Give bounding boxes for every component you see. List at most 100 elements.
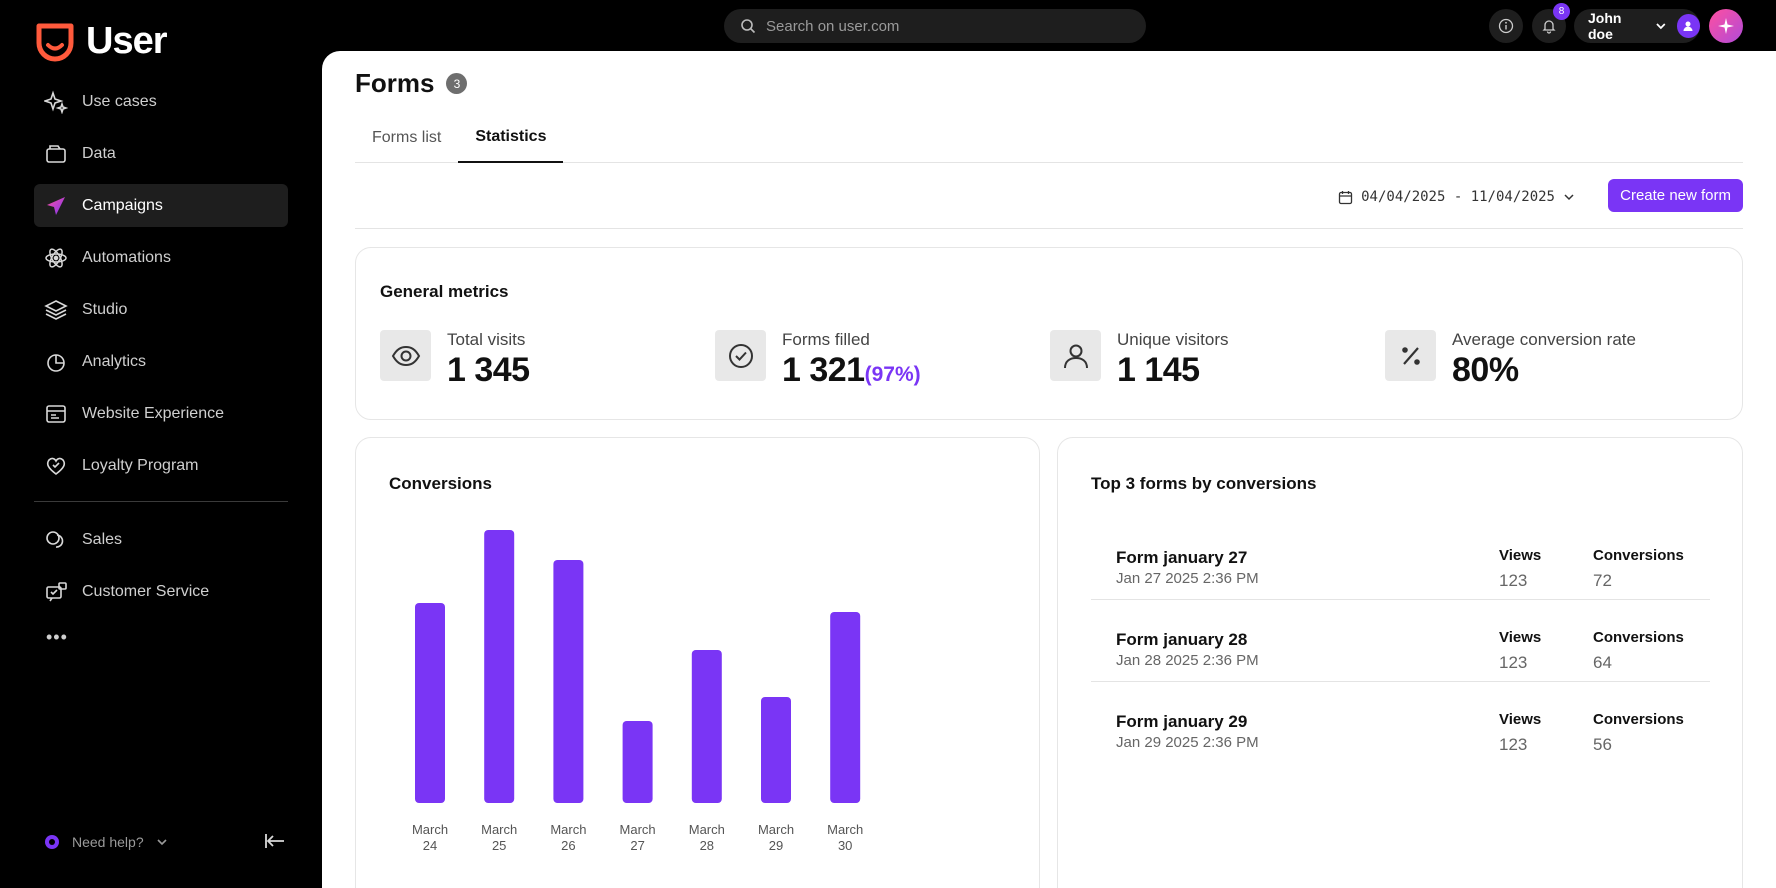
general-metrics-card: General metrics Total visits 1 345 [355,247,1743,420]
views-value: 123 [1499,735,1528,754]
conversions-label: Conversions [1593,629,1684,646]
list-item[interactable]: Form january 28 Jan 28 2025 2:36 PM View… [1091,600,1710,682]
conversions-title: Conversions [389,474,492,493]
form-date: Jan 28 2025 2:36 PM [1116,652,1259,669]
chevron-down-icon [1656,23,1666,30]
sidebar-item-automations[interactable]: Automations [34,236,288,279]
pie-chart-icon [44,350,68,374]
chart-bar[interactable] [830,612,861,803]
more-menu-button[interactable]: ••• [46,626,68,647]
list-item[interactable]: Form january 29 Jan 29 2025 2:36 PM View… [1091,682,1710,764]
views-value: 123 [1499,653,1528,672]
chart-bar[interactable] [622,721,653,803]
list-item[interactable]: Form january 27 Jan 27 2025 2:36 PM View… [1091,518,1710,600]
ai-assistant-button[interactable] [1709,9,1743,43]
metric-label: Average conversion rate [1452,330,1636,349]
sidebar-item-label: Campaigns [82,196,163,214]
metric-value: 1 321 [782,351,865,389]
chart-bar[interactable] [553,560,584,803]
chart-bar[interactable] [761,697,791,803]
sidebar-item-campaigns[interactable]: Campaigns [34,184,288,227]
top-forms-card: Top 3 forms by conversions Form january … [1057,437,1743,888]
sidebar-item-customer-service[interactable]: Customer Service [34,570,288,613]
sidebar-item-loyalty-program[interactable]: Loyalty Program [34,444,288,487]
date-range-picker[interactable]: 04/04/2025 - 11/04/2025 [1338,181,1575,213]
search-input[interactable] [766,17,1126,35]
form-date: Jan 29 2025 2:36 PM [1116,734,1259,751]
sparkles-icon [44,89,68,114]
create-new-form-button[interactable]: Create new form [1608,179,1743,212]
metrics-row: Total visits 1 345 Forms filled 1 321(97… [380,330,1720,395]
chart-bar[interactable] [415,603,445,803]
chart-bar[interactable] [691,650,722,803]
sidebar-item-label: Website Experience [82,404,224,422]
toolbar: 04/04/2025 - 11/04/2025 Create new form [355,163,1743,229]
sidebar-item-label: Data [82,144,116,162]
conversions-value: 64 [1593,653,1612,672]
sidebar-divider [34,501,288,502]
user-menu[interactable]: John doe [1574,9,1700,43]
x-tick-label: March 27 [620,822,656,853]
need-help-label: Need help? [72,834,144,850]
x-tick-label: March 28 [689,822,725,853]
conversions-label: Conversions [1593,547,1684,564]
brand-logo-icon [36,23,74,61]
collapse-sidebar-button[interactable] [264,832,286,855]
top-forms-list: Form january 27 Jan 27 2025 2:36 PM View… [1091,518,1710,764]
conversions-value: 56 [1593,735,1612,754]
eye-icon [380,330,431,381]
user-name: John doe [1588,10,1622,42]
form-name: Form january 28 [1116,630,1248,649]
info-button[interactable] [1489,9,1523,43]
tab-forms-list[interactable]: Forms list [372,129,442,146]
sidebar-item-analytics[interactable]: Analytics [34,340,288,383]
metric-total-visits: Total visits 1 345 [380,330,715,395]
sidebar-item-sales[interactable]: Sales [34,518,288,561]
metric-value-row: 1 321(97%) [782,350,921,395]
check-circle-icon [715,330,766,381]
metric-percentage: (97%) [864,363,921,386]
metric-value: 80% [1452,351,1519,389]
conversions-value: 72 [1593,571,1612,590]
views-label: Views [1499,547,1542,564]
sidebar-item-label: Loyalty Program [82,456,199,474]
heart-badge-icon [44,454,68,478]
search-bar [724,9,1146,43]
atom-icon [44,246,68,270]
metric-label: Unique visitors [1117,330,1229,349]
browser-window-icon [44,402,68,426]
logo[interactable]: User [34,20,167,63]
percent-icon [1385,330,1436,381]
coins-icon [44,528,68,552]
notifications-button[interactable]: 8 [1532,3,1570,43]
tab-statistics[interactable]: Statistics [458,113,564,163]
main-panel: Forms 3 Forms list Statistics 04/04/2025… [322,51,1776,888]
x-tick-label: March 24 [412,822,448,853]
sidebar-item-label: Use cases [82,92,157,110]
folder-icon [44,142,68,166]
bell-icon [1542,20,1556,34]
forms-count-badge: 3 [446,73,468,94]
views-label: Views [1499,629,1542,646]
sidebar-item-use-cases[interactable]: Use cases [34,80,288,123]
notifications-badge: 8 [1553,3,1570,20]
page-title: Forms [355,68,435,98]
sidebar-item-website-experience[interactable]: Website Experience [34,392,288,435]
x-tick-label: March 26 [550,822,586,853]
metric-value: 1 145 [1117,351,1200,389]
sidebar-item-data[interactable]: Data [34,132,288,175]
views-label: Views [1499,711,1542,728]
top-forms-title: Top 3 forms by conversions [1091,474,1317,493]
paper-plane-icon [44,194,68,218]
form-date: Jan 27 2025 2:36 PM [1116,570,1259,587]
sidebar-item-label: Automations [82,248,171,266]
need-help-button[interactable]: Need help? [44,834,168,850]
sidebar-item-studio[interactable]: Studio [34,288,288,331]
help-icon [45,835,59,849]
date-range-value: 04/04/2025 - 11/04/2025 [1361,189,1555,205]
sparkle-icon [1718,18,1734,34]
calendar-icon [1338,190,1353,204]
metric-unique-visitors: Unique visitors 1 145 [1050,330,1385,395]
chart-bar[interactable] [484,530,515,803]
